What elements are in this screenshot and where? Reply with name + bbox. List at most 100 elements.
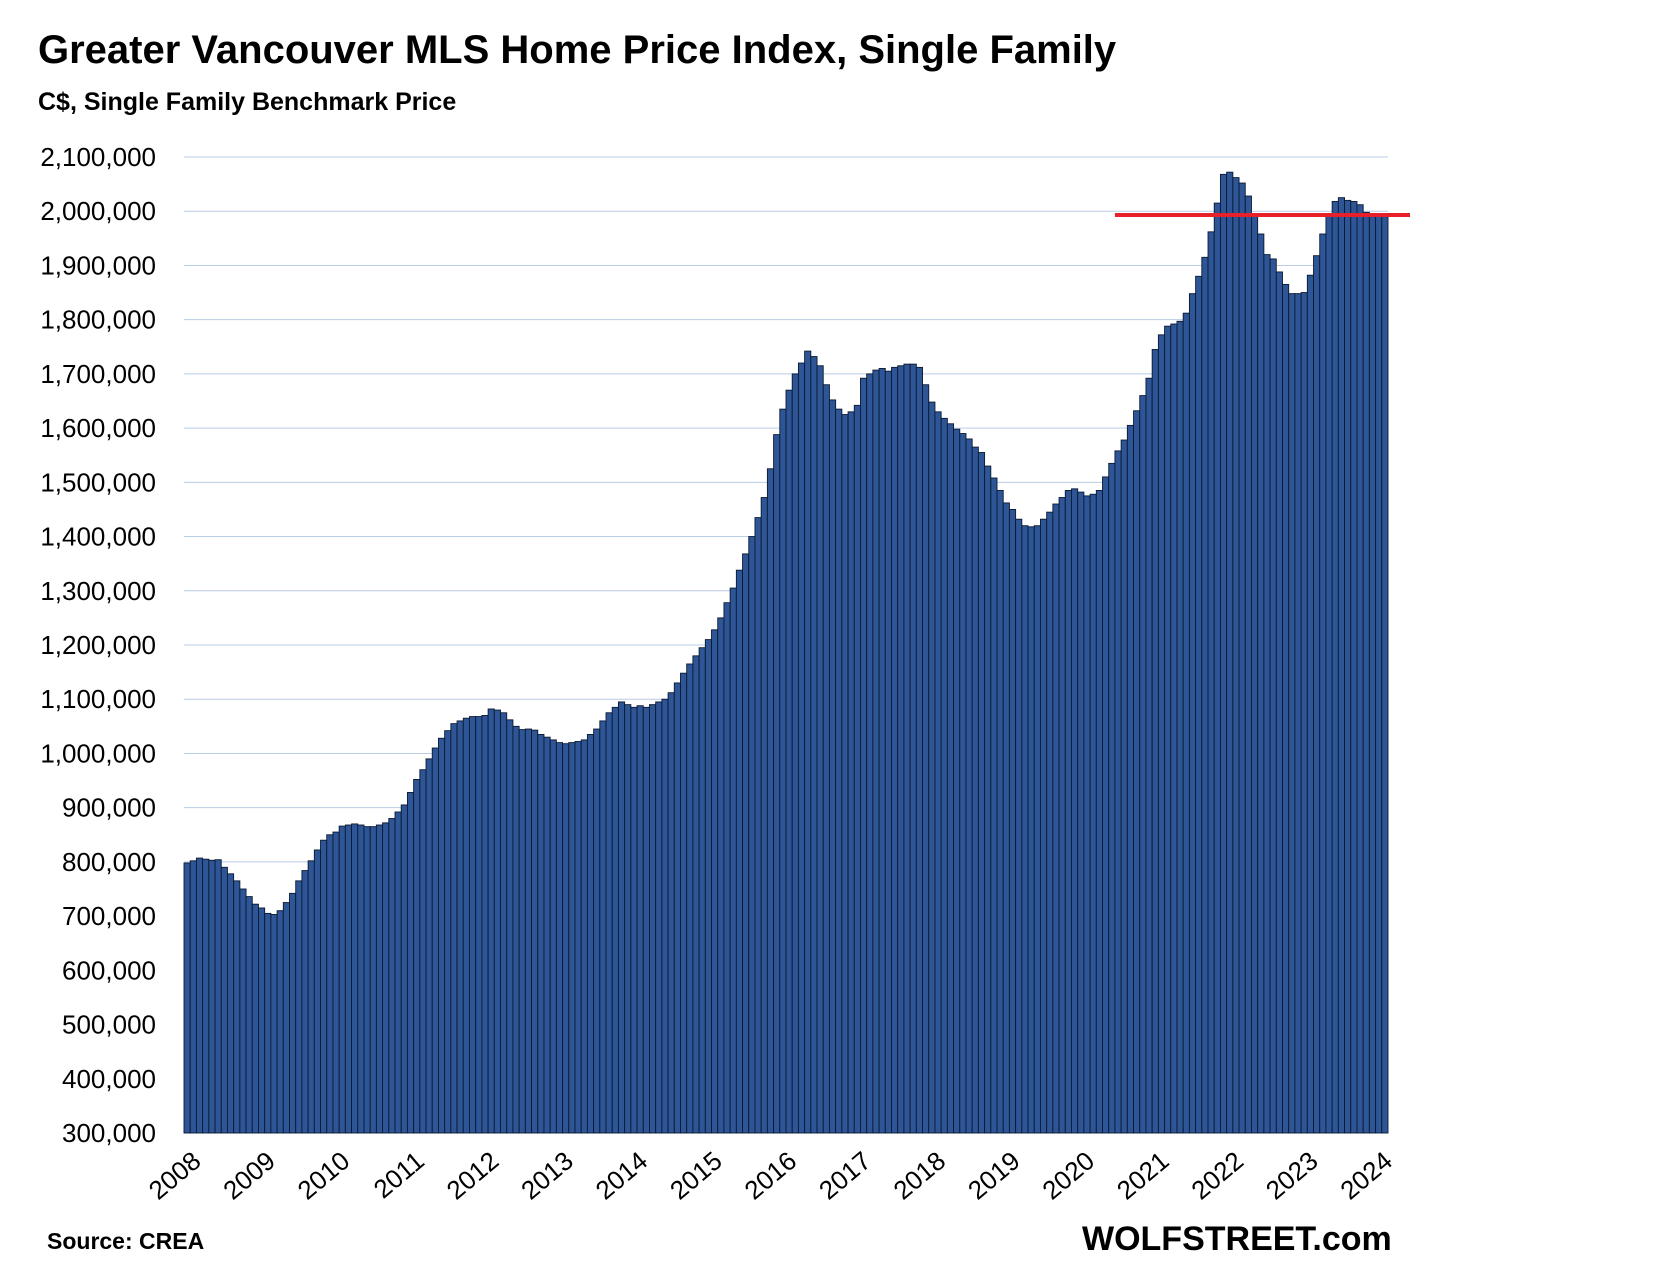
bar (797, 362, 806, 1134)
bar (183, 862, 191, 1134)
bar (1046, 511, 1054, 1134)
bar (729, 587, 737, 1134)
bar (959, 433, 967, 1134)
bar (214, 859, 222, 1134)
bar (1058, 497, 1066, 1134)
bar (562, 743, 570, 1134)
bar (754, 517, 762, 1134)
bar (220, 866, 228, 1134)
x-tick-label: 2024 (1334, 1145, 1398, 1205)
bar (251, 903, 259, 1134)
bar (835, 408, 843, 1134)
bar (915, 366, 923, 1134)
y-tick-label: 1,400,000 (40, 522, 156, 552)
bar (661, 698, 669, 1134)
bar (630, 706, 638, 1134)
bar (940, 417, 948, 1134)
y-axis-ticks: 300,000 400,000 500,000 600,000 700,000 800,0… (40, 142, 156, 1148)
bar (903, 363, 911, 1134)
bar (239, 888, 247, 1134)
bar (301, 870, 309, 1134)
bar (226, 873, 235, 1134)
x-tick-label: 2012 (441, 1145, 505, 1205)
bar (202, 858, 210, 1134)
y-tick-label: 1,300,000 (40, 576, 156, 606)
bar (1207, 231, 1215, 1134)
y-tick-label: 1,900,000 (40, 250, 156, 280)
bar (369, 826, 377, 1134)
y-tick-label: 1,000,000 (40, 738, 156, 768)
bar (326, 834, 334, 1134)
bar (760, 497, 768, 1134)
bar (872, 369, 880, 1134)
bar (1294, 293, 1302, 1134)
bar (580, 739, 588, 1134)
bar (1071, 488, 1079, 1134)
bar (1368, 215, 1377, 1134)
bar (270, 914, 278, 1134)
bar (444, 730, 452, 1134)
y-tick-label: 700,000 (62, 901, 156, 931)
bar (208, 859, 216, 1134)
bar (524, 728, 532, 1134)
bar (568, 742, 576, 1134)
bar (1300, 292, 1308, 1134)
bar (1350, 201, 1358, 1134)
bar (518, 729, 526, 1134)
bar (1226, 171, 1234, 1134)
bar (977, 452, 986, 1134)
bar (1263, 254, 1271, 1134)
bar (617, 701, 626, 1134)
bar (704, 639, 712, 1134)
bar (1356, 204, 1364, 1134)
bar (289, 892, 297, 1134)
bar (698, 647, 706, 1134)
bar (394, 811, 402, 1134)
bar (295, 880, 303, 1134)
bar (555, 742, 564, 1134)
bar (624, 704, 632, 1134)
bar (462, 717, 470, 1134)
bar (791, 373, 799, 1134)
bar (388, 818, 396, 1134)
y-tick-label: 900,000 (62, 793, 156, 823)
chart-title: Greater Vancouver MLS Home Price Index, … (38, 28, 1117, 72)
bar-series (183, 171, 1389, 1134)
bar (636, 705, 644, 1134)
x-tick-label: 2011 (368, 1145, 430, 1204)
bar (1313, 255, 1321, 1134)
bar (431, 747, 439, 1134)
bar (841, 414, 849, 1134)
bar (990, 477, 998, 1134)
bar (1331, 201, 1339, 1134)
bar (400, 804, 408, 1134)
bar (723, 602, 731, 1134)
bar (1325, 213, 1333, 1134)
bar (357, 824, 365, 1134)
bar (1213, 202, 1221, 1134)
bar (406, 792, 415, 1134)
bar (1269, 258, 1277, 1134)
x-tick-label: 2018 (888, 1145, 952, 1205)
x-tick-label: 2008 (143, 1145, 207, 1205)
bar (320, 839, 328, 1134)
bar (344, 824, 353, 1134)
y-tick-label: 1,200,000 (40, 630, 156, 660)
bar (245, 896, 253, 1134)
x-tick-label: 2022 (1185, 1145, 1249, 1205)
bar (1306, 274, 1314, 1134)
x-tick-label: 2010 (292, 1145, 356, 1205)
y-tick-label: 800,000 (62, 847, 156, 877)
x-tick-label: 2023 (1260, 1145, 1324, 1205)
bar (549, 739, 557, 1134)
x-axis-ticks: 2008 2009 2010 2011 2012 2013 2014 2015 2016 2017… (143, 1145, 1398, 1205)
bar (822, 384, 830, 1134)
bar (1027, 526, 1035, 1134)
bar (804, 350, 812, 1134)
bar (611, 706, 619, 1134)
bar (1008, 508, 1017, 1134)
x-tick-label: 2019 (962, 1145, 1026, 1205)
bar (1089, 493, 1097, 1134)
bar (1238, 182, 1246, 1134)
bar (642, 706, 650, 1134)
